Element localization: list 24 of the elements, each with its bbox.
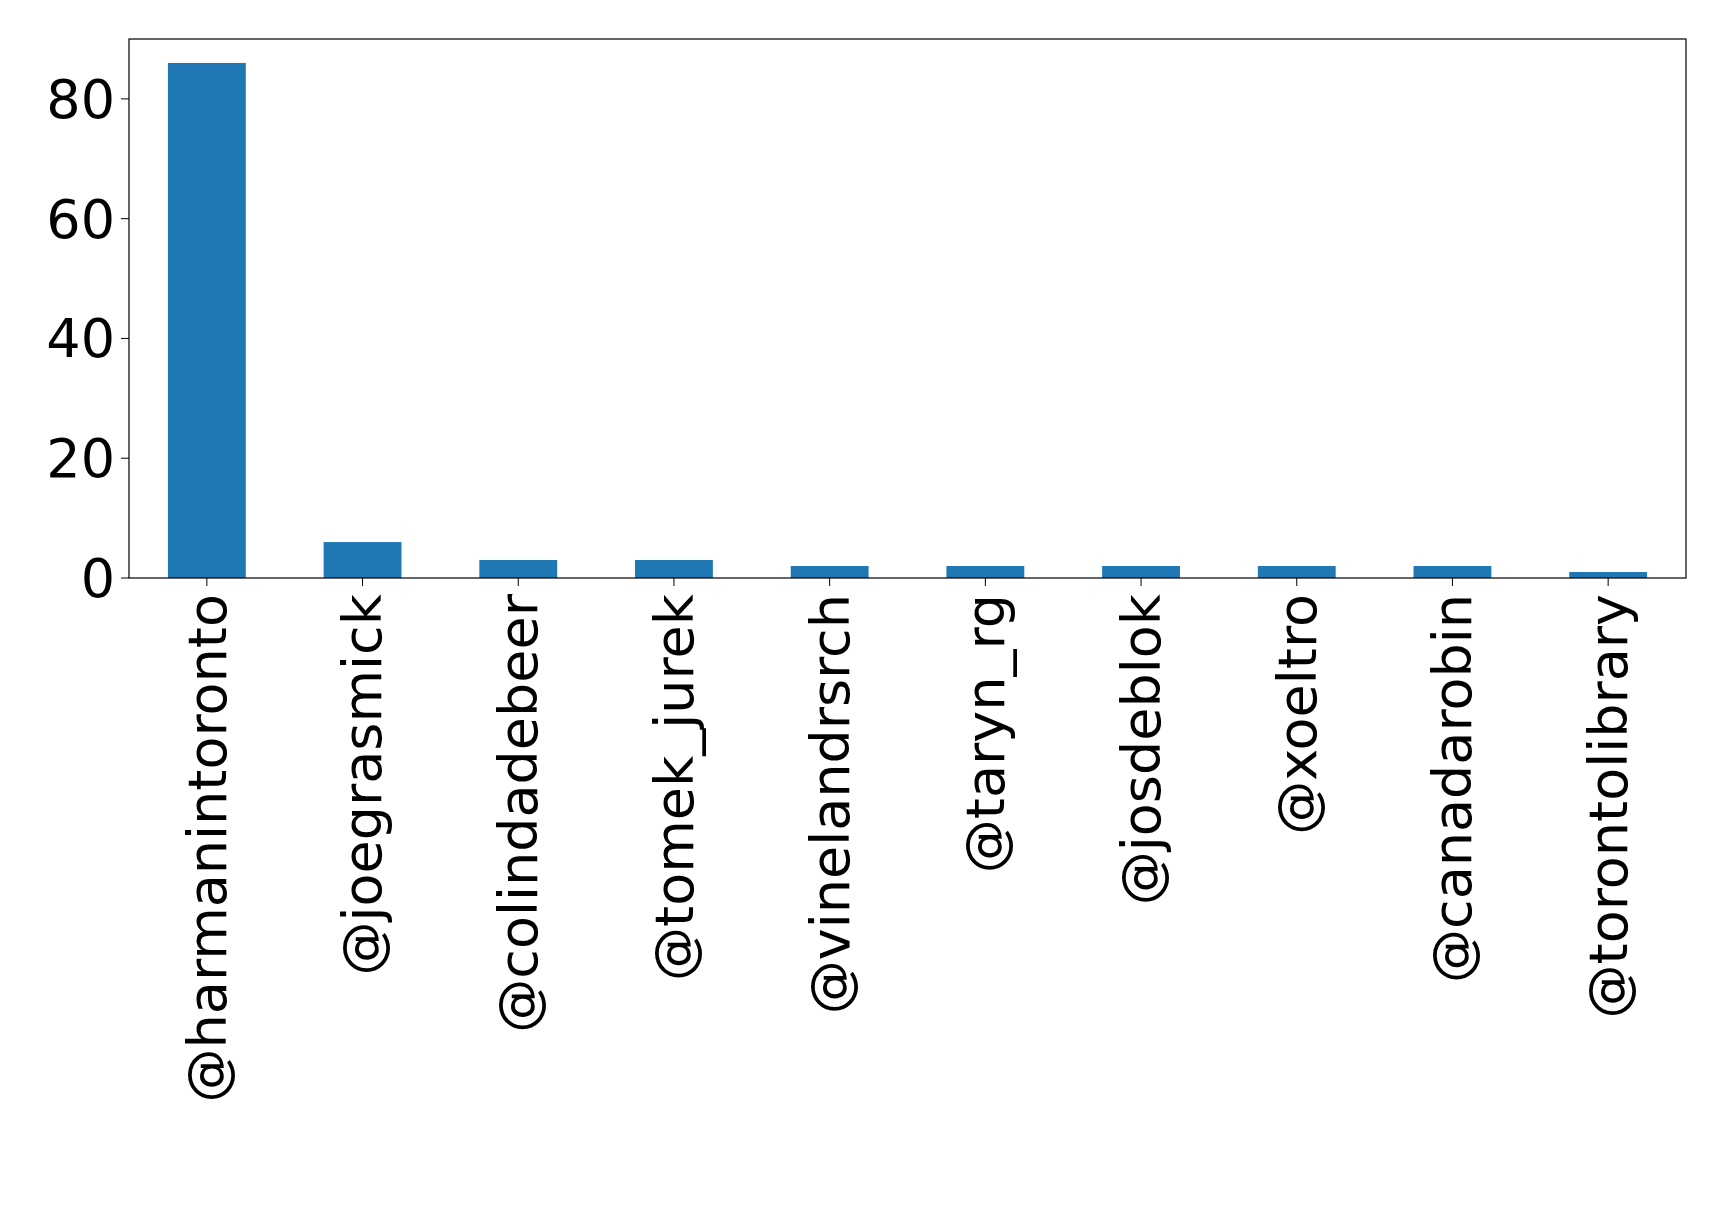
x-tick-label: @taryn_rg bbox=[954, 594, 1018, 874]
y-tick-label: 80 bbox=[46, 67, 115, 131]
x-tick-label: @vinelandrsrch bbox=[798, 594, 862, 1015]
x-tick-label: @josdeblok bbox=[1109, 593, 1173, 906]
y-tick-label: 0 bbox=[80, 546, 115, 610]
x-tick-label: @harmanintoronto bbox=[175, 594, 239, 1103]
y-tick-label: 40 bbox=[46, 307, 115, 371]
bar bbox=[1257, 566, 1336, 578]
bar bbox=[479, 560, 558, 578]
x-tick-label: @tomek_jurek bbox=[642, 593, 706, 982]
x-tick-label: @torontolibrary bbox=[1577, 594, 1641, 1019]
y-tick-label: 20 bbox=[46, 427, 115, 491]
bar bbox=[167, 62, 246, 578]
bar bbox=[635, 560, 713, 578]
x-tick-label: @canadarobin bbox=[1421, 594, 1485, 984]
x-tick-label: @joegrasmick bbox=[331, 593, 395, 976]
x-tick-label: @colindadebeer bbox=[487, 593, 551, 1033]
bar bbox=[323, 542, 402, 578]
y-tick-label: 60 bbox=[46, 187, 115, 251]
x-tick-label: @xoeltro bbox=[1265, 594, 1329, 835]
bar bbox=[790, 566, 869, 578]
bar bbox=[1102, 566, 1180, 578]
bar bbox=[946, 566, 1025, 578]
bar bbox=[1413, 566, 1492, 578]
